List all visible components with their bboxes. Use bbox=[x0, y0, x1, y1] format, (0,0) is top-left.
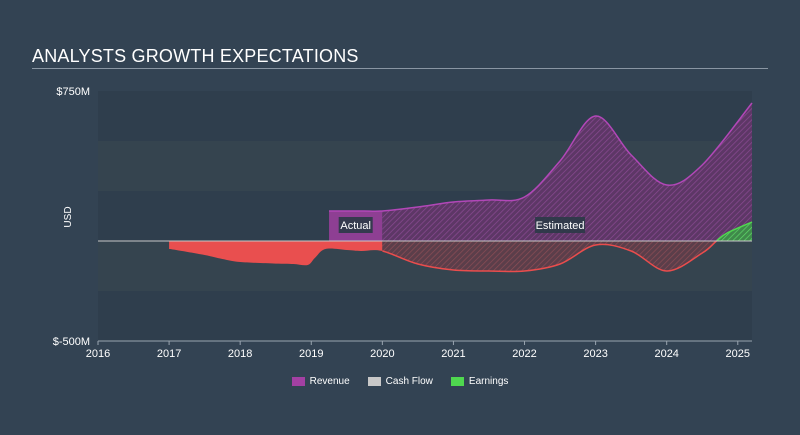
x-tick-label: 2023 bbox=[583, 348, 607, 360]
actual-label-bg bbox=[338, 217, 373, 233]
earnings-area-actual bbox=[169, 241, 383, 266]
legend-item-earnings[interactable]: Earnings bbox=[450, 376, 509, 387]
x-tick-label: 2021 bbox=[441, 348, 465, 360]
x-tick-label: 2020 bbox=[370, 348, 394, 360]
legend: Revenue Cash Flow Earnings bbox=[0, 376, 800, 387]
x-tick-label: 2024 bbox=[654, 348, 678, 360]
chart-title: ANALYSTS GROWTH EXPECTATIONS bbox=[32, 46, 359, 66]
legend-swatch-revenue bbox=[291, 377, 305, 386]
x-tick-label: 2016 bbox=[86, 348, 110, 360]
legend-item-cash-flow[interactable]: Cash Flow bbox=[367, 376, 433, 387]
legend-swatch-cash-flow bbox=[367, 377, 381, 386]
x-tick-label: 2018 bbox=[228, 348, 252, 360]
x-tick-label: 2017 bbox=[157, 348, 181, 360]
y-tick-label-max: $750M bbox=[56, 86, 90, 98]
x-tick-label: 2022 bbox=[512, 348, 536, 360]
estimated-label: Estimated bbox=[536, 220, 585, 232]
legend-label-revenue: Revenue bbox=[309, 376, 350, 387]
grid-band bbox=[98, 91, 752, 141]
legend-swatch-earnings bbox=[450, 377, 464, 386]
legend-label-cash-flow: Cash Flow bbox=[385, 376, 433, 387]
earnings-line bbox=[382, 241, 718, 273]
y-tick-label-min: $-500M bbox=[53, 336, 90, 348]
legend-item-revenue[interactable]: Revenue bbox=[291, 376, 350, 387]
title-divider bbox=[32, 68, 768, 69]
actual-label: Actual bbox=[340, 220, 371, 232]
y-axis-label: USD bbox=[63, 206, 74, 227]
x-tick-label: 2019 bbox=[299, 348, 323, 360]
y-axis: $750M $-500M bbox=[53, 86, 90, 348]
earnings-estimated-group bbox=[382, 221, 753, 273]
x-axis: 2016 2017 2018 2019 2020 2021 2022 2023 2024 2025 bbox=[86, 340, 752, 360]
x-tick-label: 2025 bbox=[726, 348, 750, 360]
estimated-label-bg bbox=[535, 217, 586, 233]
grid-band bbox=[98, 291, 752, 341]
earnings-area-positive bbox=[716, 222, 752, 241]
legend-label-earnings: Earnings bbox=[468, 376, 509, 387]
revenue-area-estimated bbox=[382, 103, 752, 241]
revenue-line bbox=[329, 102, 753, 213]
earnings-area-estimated bbox=[382, 241, 752, 272]
series-areas: Actual Estimated bbox=[98, 102, 753, 273]
